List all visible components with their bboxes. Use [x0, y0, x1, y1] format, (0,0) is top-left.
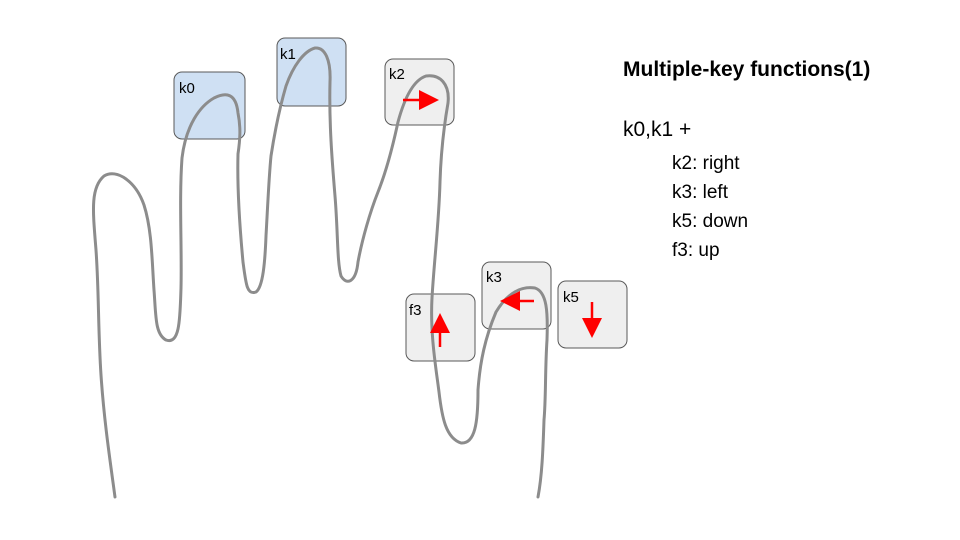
modifier-combo: k0,k1 +: [623, 118, 692, 141]
hand-outline: [91, 46, 549, 499]
function-item-left: k3: left: [672, 182, 728, 203]
function-item-up: f3: up: [672, 240, 720, 261]
key-k1-label: k1: [280, 46, 296, 63]
key-k2-label: k2: [389, 66, 405, 83]
key-k3-label: k3: [486, 269, 502, 286]
key-k5-label: k5: [563, 289, 579, 306]
key-k0-label: k0: [179, 80, 195, 97]
key-f3-label: f3: [409, 302, 422, 319]
function-item-right: k2: right: [672, 153, 740, 174]
page-title: Multiple-key functions(1): [623, 58, 871, 81]
function-item-down: k5: down: [672, 211, 749, 232]
function-list: k2: right k3: left k5: down f3: up: [672, 152, 748, 268]
